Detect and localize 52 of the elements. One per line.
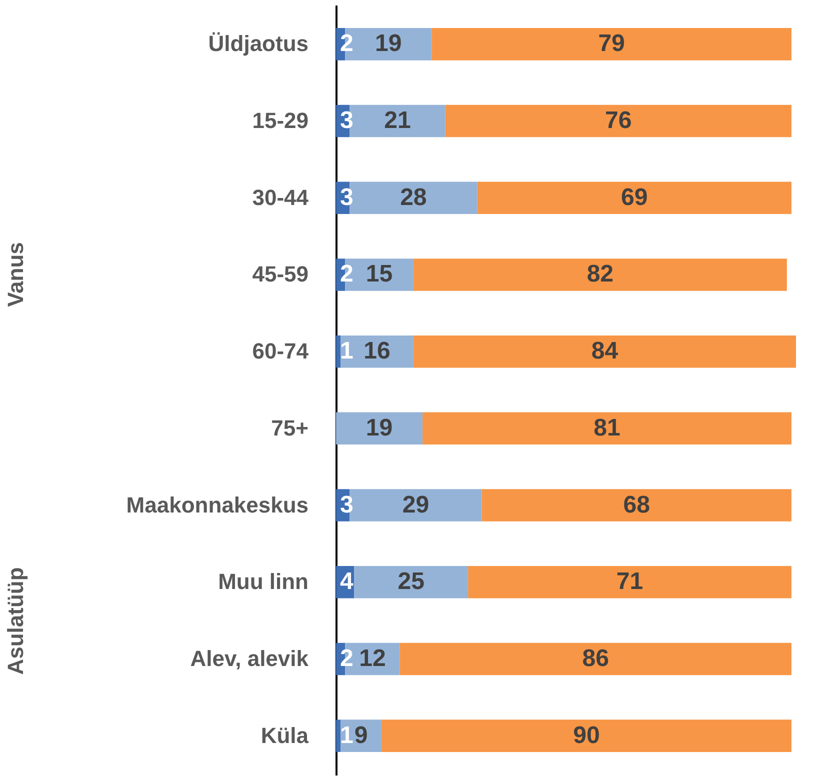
data-label: 82 xyxy=(586,260,614,288)
data-label: 19 xyxy=(366,414,393,442)
y-tick-label: Muu linn xyxy=(218,569,308,594)
y-tick-label: Üldjaotus xyxy=(208,31,308,56)
data-label: 4 xyxy=(340,568,354,596)
data-label: 86 xyxy=(582,644,609,672)
y-tick-label: 15-29 xyxy=(252,108,308,134)
y-tick-label: Alev, alevik xyxy=(190,646,310,671)
data-label: 9 xyxy=(354,722,368,749)
data-label: 19 xyxy=(375,30,402,58)
bar xyxy=(477,182,792,214)
data-label: 12 xyxy=(359,644,386,672)
bar xyxy=(336,335,341,368)
data-label: 28 xyxy=(400,184,427,211)
data-label: 16 xyxy=(364,338,390,365)
bar xyxy=(413,335,796,368)
data-label: 25 xyxy=(398,568,424,596)
text: Vanus xyxy=(3,242,28,307)
y-tick-label: 75+ xyxy=(271,415,308,440)
data-label: 71 xyxy=(616,568,644,596)
bar xyxy=(336,412,423,445)
data-label: 3 xyxy=(340,491,354,518)
data-label: 69 xyxy=(620,184,648,211)
data-label: 68 xyxy=(623,491,650,518)
data-label: 84 xyxy=(591,338,619,365)
y-tick-label: Maakonnakeskus xyxy=(126,492,308,518)
bar xyxy=(422,412,792,445)
bar xyxy=(413,258,787,291)
data-label: 3 xyxy=(340,184,354,211)
data-label: 76 xyxy=(605,107,632,134)
data-label: 3 xyxy=(340,107,354,134)
y-tick-label: 60-74 xyxy=(252,338,310,364)
y-tick-label: 30-44 xyxy=(252,184,310,210)
bar xyxy=(482,489,792,522)
data-label: 1 xyxy=(340,722,354,749)
bar xyxy=(432,28,792,60)
data-label: 15 xyxy=(366,260,393,288)
bar xyxy=(336,720,341,752)
data-label: 21 xyxy=(384,107,411,134)
data-label: 29 xyxy=(402,491,430,518)
bar xyxy=(445,104,792,138)
text: Asulatüüp xyxy=(3,567,28,675)
y-tick-label: Küla xyxy=(260,722,310,748)
y-tick-label: 45-59 xyxy=(252,262,308,287)
data-label: 90 xyxy=(573,722,600,749)
data-label: 79 xyxy=(598,30,625,58)
bar xyxy=(468,566,792,598)
bar xyxy=(354,566,468,598)
bar xyxy=(400,642,792,676)
data-label: 81 xyxy=(594,414,620,442)
data-label: 1 xyxy=(340,338,354,365)
bar xyxy=(382,720,792,752)
